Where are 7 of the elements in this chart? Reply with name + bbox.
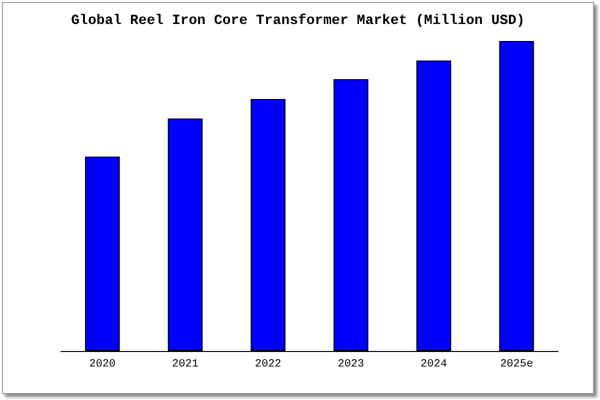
x-tick-label: 2024 xyxy=(420,358,448,370)
chart-title: Global Reel Iron Core Transformer Market (Million USD) xyxy=(71,13,525,29)
x-tick-label: 2023 xyxy=(338,358,364,370)
x-tick-label: 2022 xyxy=(254,358,282,370)
x-tick-label: 2021 xyxy=(172,358,199,370)
x-tick-label: 2025e xyxy=(500,358,534,370)
x-tick-label: 2020 xyxy=(89,358,116,370)
